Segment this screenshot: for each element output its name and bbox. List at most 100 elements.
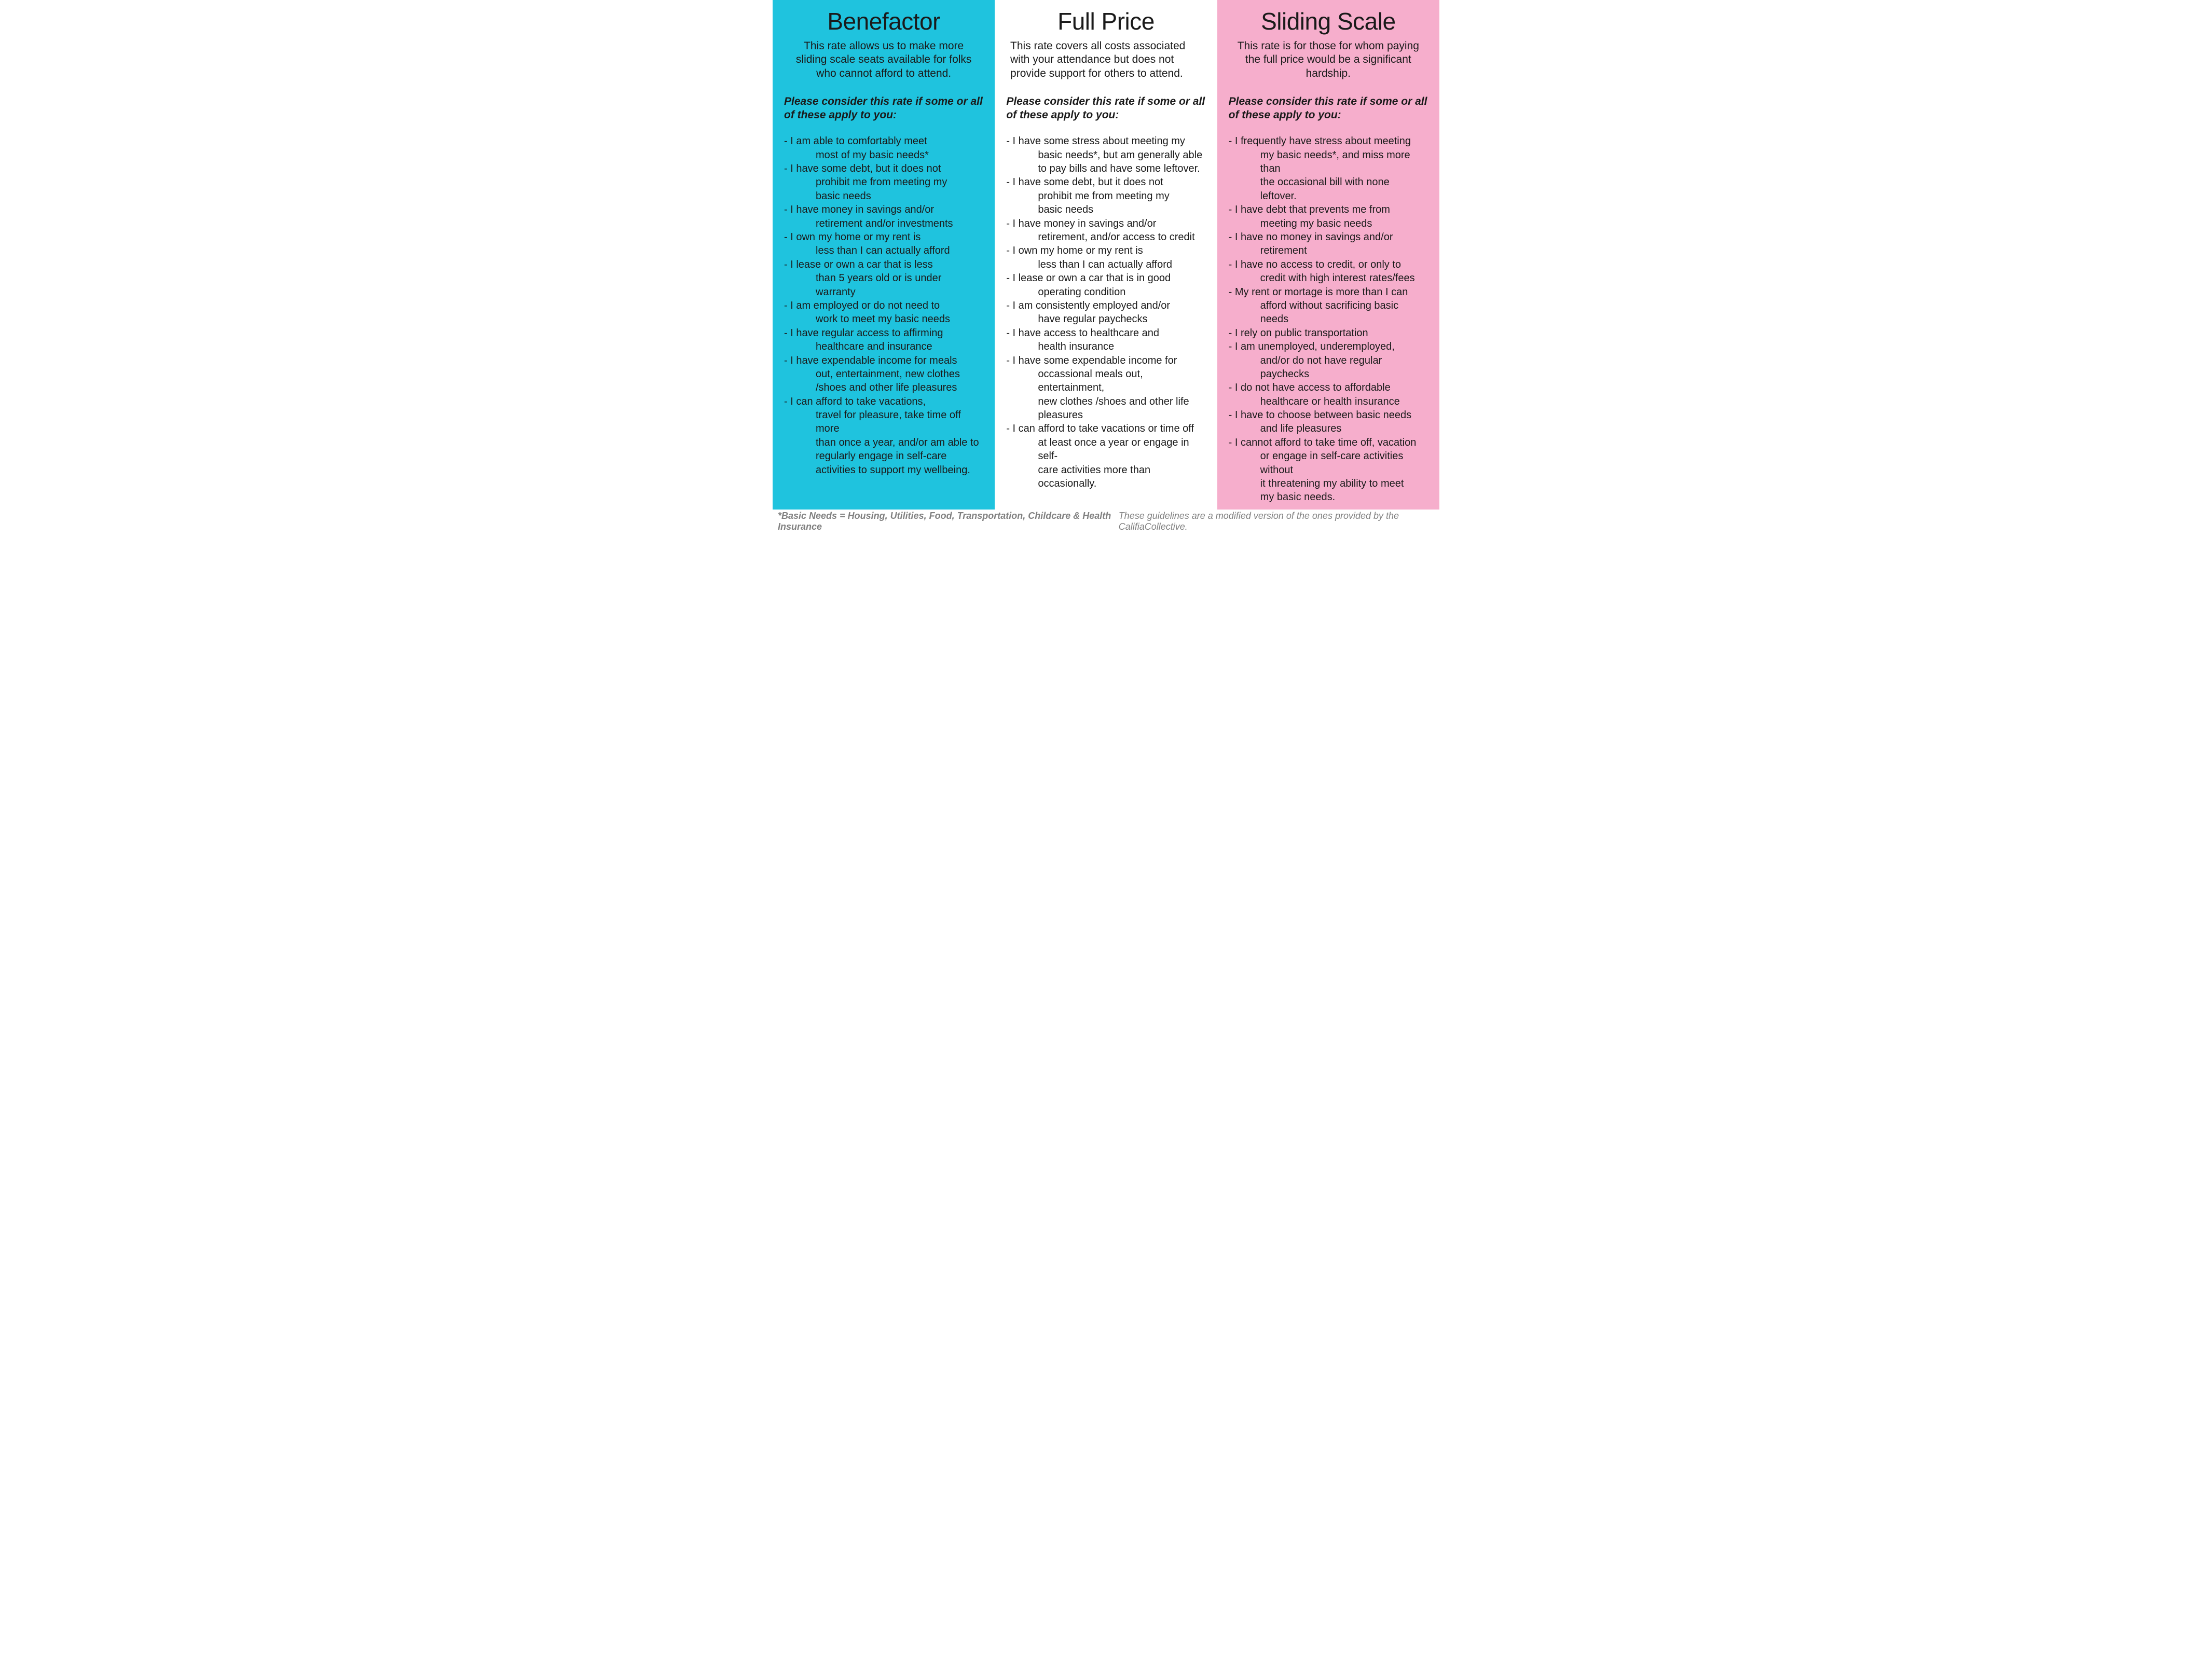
list-item-line: - I have no money in savings and/or	[1229, 231, 1393, 243]
list-item: - I have no access to credit, or only to…	[1229, 258, 1428, 285]
list-item-line: - I have expendable income for meals	[784, 355, 957, 366]
list-item-line: - I own my home or my rent is	[1006, 245, 1143, 256]
list-item-line: the occasional bill with none leftover.	[1241, 175, 1428, 203]
pricing-tiers-infographic: BenefactorThis rate allows us to make mo…	[773, 0, 1439, 535]
list-item-line: travel for pleasure, take time off more	[796, 408, 983, 436]
list-item: - I have access to healthcare andhealth …	[1006, 326, 1205, 354]
list-item-line: - I frequently have stress about meeting	[1229, 135, 1411, 147]
list-item-line: - I can afford to take vacations or time…	[1006, 423, 1194, 434]
list-item: - I do not have access to affordableheal…	[1229, 381, 1428, 408]
list-item-line: operating condition	[1018, 285, 1205, 299]
columns-container: BenefactorThis rate allows us to make mo…	[773, 0, 1439, 510]
list-item: - I have debt that prevents me frommeeti…	[1229, 203, 1428, 230]
list-item: - I frequently have stress about meeting…	[1229, 134, 1428, 203]
list-item-line: - I have money in savings and/or	[784, 204, 934, 215]
list-item-line: it threatening my ability to meet	[1241, 477, 1428, 490]
footer: *Basic Needs = Housing, Utilities, Food,…	[773, 510, 1439, 535]
list-item-line: have regular paychecks	[1018, 312, 1205, 326]
list-item-line: - I lease or own a car that is in good	[1006, 272, 1171, 284]
tier-column-benefactor: BenefactorThis rate allows us to make mo…	[773, 0, 995, 510]
list-item: - I have some expendable income foroccas…	[1006, 354, 1205, 422]
list-item: - I have some debt, but it does notprohi…	[784, 162, 983, 203]
list-item-line: prohibit me from meeting my	[796, 175, 983, 189]
list-item-line: - I lease or own a car that is less	[784, 259, 933, 270]
list-item-line: less than I can actually afford	[796, 244, 983, 257]
list-item: - I lease or own a car that is in goodop…	[1006, 271, 1205, 299]
list-item-line: work to meet my basic needs	[796, 312, 983, 326]
list-item-line: - I cannot afford to take time off, vaca…	[1229, 437, 1417, 448]
list-item-line: to pay bills and have some leftover.	[1018, 162, 1205, 175]
list-item-line: - I have access to healthcare and	[1006, 327, 1159, 339]
tier-prompt: Please consider this rate if some or all…	[1006, 95, 1205, 122]
list-item-line: my basic needs.	[1241, 490, 1428, 504]
tier-prompt: Please consider this rate if some or all…	[784, 95, 983, 122]
list-item: - I can afford to take vacations,travel …	[784, 395, 983, 477]
list-item-line: most of my basic needs*	[796, 148, 983, 162]
list-item-line: new clothes /shoes and other life	[1018, 395, 1205, 408]
list-item: - I rely on public transportation	[1229, 326, 1428, 340]
list-item-line: care activities more than occasionally.	[1018, 463, 1205, 491]
tier-description: This rate covers all costs associated wi…	[1010, 39, 1202, 80]
list-item: - I lease or own a car that is lessthan …	[784, 258, 983, 299]
list-item-line: afford without sacrificing basic needs	[1241, 299, 1428, 326]
list-item-line: basic needs	[796, 189, 983, 203]
list-item: - I have regular access to affirmingheal…	[784, 326, 983, 354]
list-item-line: activities to support my wellbeing.	[796, 463, 983, 477]
list-item: - I own my home or my rent isless than I…	[784, 230, 983, 258]
tier-column-sliding-scale: Sliding Scale This rate is for those for …	[1217, 0, 1439, 510]
list-item: - I own my home or my rent is less than I…	[1006, 244, 1205, 271]
list-item: - I cannot afford to take time off, vaca…	[1229, 436, 1428, 504]
list-item-line: at least once a year or engage in self-	[1018, 436, 1205, 463]
list-item-line: basic needs	[1018, 203, 1205, 216]
footnote-attribution: These guidelines are a modified version …	[1119, 511, 1434, 532]
list-item-line: - I can afford to take vacations,	[784, 396, 926, 407]
list-item: - I have money in savings and/orretireme…	[1006, 217, 1205, 244]
list-item-line: - I have some debt, but it does not	[1006, 176, 1163, 188]
list-item-line: than 5 years old or is under warranty	[796, 271, 983, 299]
list-item-line: - I do not have access to affordable	[1229, 382, 1391, 393]
list-item-line: out, entertainment, new clothes	[796, 367, 983, 381]
tier-description: This rate allows us to make more sliding…	[788, 39, 980, 80]
tier-criteria-list: - I frequently have stress about meeting…	[1229, 134, 1428, 504]
list-item-line: - I own my home or my rent is	[784, 231, 920, 243]
list-item-line: - I am able to comfortably meet	[784, 135, 927, 147]
list-item: - I have some stress about meeting mybas…	[1006, 134, 1205, 175]
list-item: - I have some debt, but it does notprohi…	[1006, 175, 1205, 216]
footnote-basic-needs: *Basic Needs = Housing, Utilities, Food,…	[778, 511, 1119, 532]
list-item: - My rent or mortage is more than I cana…	[1229, 285, 1428, 326]
list-item-line: than once a year, and/or am able to	[796, 436, 983, 449]
list-item: - I am employed or do not need towork to…	[784, 299, 983, 326]
list-item-line: healthcare and insurance	[796, 340, 983, 353]
list-item-line: - I have some expendable income for	[1006, 355, 1177, 366]
list-item-line: - I have money in savings and/or	[1006, 218, 1156, 229]
list-item-line: retirement and/or investments	[796, 217, 983, 230]
list-item-line: occassional meals out, entertainment,	[1018, 367, 1205, 395]
tier-title: Sliding Scale	[1229, 7, 1428, 35]
list-item-line: less than I can actually afford	[1018, 258, 1205, 271]
list-item-line: pleasures	[1018, 408, 1205, 422]
list-item-line: and life pleasures	[1241, 422, 1428, 435]
tier-column-full-price: Full Price This rate covers all costs ass…	[995, 0, 1217, 510]
tier-title: Full Price	[1006, 7, 1205, 35]
list-item-line: - I am unemployed, underemployed,	[1229, 341, 1395, 352]
tier-description: This rate is for those for whom paying t…	[1232, 39, 1424, 80]
list-item-line: - I have to choose between basic needs	[1229, 409, 1411, 421]
list-item-line: credit with high interest rates/fees	[1241, 271, 1428, 285]
list-item: - I am unemployed, underemployed, and/or …	[1229, 340, 1428, 381]
list-item: - I have to choose between basic needsan…	[1229, 408, 1428, 436]
list-item-line: or engage in self-care activities withou…	[1241, 449, 1428, 477]
tier-prompt: Please consider this rate if some or all…	[1229, 95, 1428, 122]
list-item: - I can afford to take vacations or time…	[1006, 422, 1205, 490]
list-item-line: - I have debt that prevents me from	[1229, 204, 1390, 215]
list-item-line: prohibit me from meeting my	[1018, 189, 1205, 203]
list-item-line: my basic needs*, and miss more than	[1241, 148, 1428, 176]
tier-criteria-list: - I have some stress about meeting mybas…	[1006, 134, 1205, 490]
list-item: - I am consistently employed and/or have…	[1006, 299, 1205, 326]
list-item-line: - I have some debt, but it does not	[784, 163, 941, 174]
list-item: - I have expendable income for mealsout,…	[784, 354, 983, 395]
list-item-line: /shoes and other life pleasures	[796, 381, 983, 394]
list-item-line: regularly engage in self-care	[796, 449, 983, 463]
list-item-line: retirement, and/or access to credit	[1018, 230, 1205, 244]
list-item: - I have money in savings and/or retireme…	[784, 203, 983, 230]
list-item-line: and/or do not have regular paychecks	[1241, 354, 1428, 381]
